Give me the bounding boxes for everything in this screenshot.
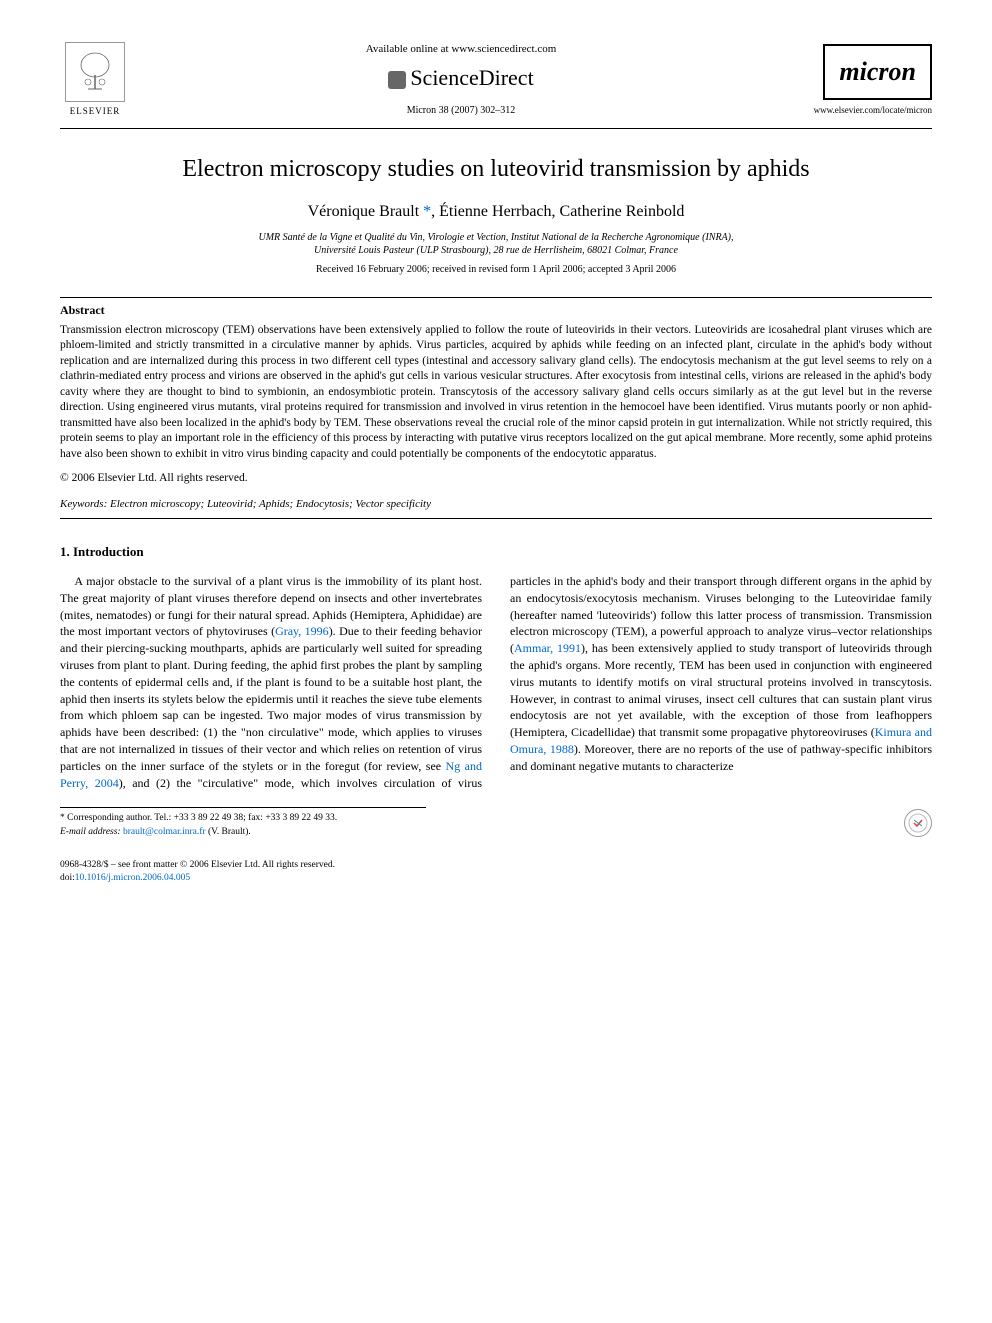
rule-abstract-bottom: [60, 518, 932, 519]
sciencedirect-text: ScienceDirect: [410, 65, 533, 90]
abstract-copyright: © 2006 Elsevier Ltd. All rights reserved…: [60, 470, 932, 486]
article-title: Electron microscopy studies on luteoviri…: [60, 153, 932, 187]
corresp-email[interactable]: brault@colmar.inra.fr: [123, 827, 206, 837]
corresponding-author: * Corresponding author. Tel.: +33 3 89 2…: [60, 807, 426, 839]
corresp-line: * Corresponding author. Tel.: +33 3 89 2…: [60, 813, 337, 823]
elsevier-text: ELSEVIER: [70, 105, 121, 118]
doi-link[interactable]: 10.1016/j.micron.2006.04.005: [75, 873, 190, 883]
email-label: E-mail address:: [60, 827, 121, 837]
sciencedirect-icon: [388, 71, 406, 89]
doi-label: doi:: [60, 873, 75, 883]
footer-left: 0968-4328/$ – see front matter © 2006 El…: [60, 859, 335, 886]
affiliation-line1: UMR Santé de la Vigne et Qualité du Vin,…: [259, 232, 734, 243]
affiliation-line2: Université Louis Pasteur (ULP Strasbourg…: [314, 245, 678, 256]
elsevier-logo: ELSEVIER: [60, 40, 130, 120]
keywords-text: Electron microscopy; Luteovirid; Aphids;…: [110, 498, 431, 510]
elsevier-tree-icon: [65, 42, 125, 102]
rule-top-thin: [60, 128, 932, 129]
journal-logo-block: micron www.elsevier.com/locate/micron: [792, 44, 932, 117]
authors-text: Véronique Brault *, Étienne Herrbach, Ca…: [308, 203, 685, 220]
intro-text-2: ). Due to their feeding behavior and the…: [60, 624, 482, 772]
intro-body: A major obstacle to the survival of a pl…: [60, 573, 932, 791]
abstract-text: Transmission electron microscopy (TEM) o…: [60, 323, 932, 463]
citation-line: Micron 38 (2007) 302–312: [130, 104, 792, 118]
crossmark-icon[interactable]: [904, 809, 932, 837]
authors-line: Véronique Brault *, Étienne Herrbach, Ca…: [60, 201, 932, 223]
footer-row: 0968-4328/$ – see front matter © 2006 El…: [60, 859, 932, 887]
affiliation: UMR Santé de la Vigne et Qualité du Vin,…: [60, 231, 932, 257]
intro-paragraph: A major obstacle to the survival of a pl…: [60, 573, 932, 791]
center-header: Available online at www.sciencedirect.co…: [130, 42, 792, 118]
rule-abstract-top: [60, 297, 932, 298]
available-online-text: Available online at www.sciencedirect.co…: [130, 42, 792, 57]
corresp-suffix: (V. Brault).: [208, 827, 251, 837]
ref-gray-1996[interactable]: Gray, 1996: [275, 624, 329, 638]
article-dates: Received 16 February 2006; received in r…: [60, 263, 932, 277]
keywords-line: Keywords: Electron microscopy; Luteoviri…: [60, 497, 932, 512]
keywords-label: Keywords:: [60, 498, 107, 510]
issn-line: 0968-4328/$ – see front matter © 2006 El…: [60, 860, 335, 870]
sciencedirect-logo: ScienceDirect: [130, 63, 792, 94]
journal-name: micron: [823, 44, 932, 100]
ref-ammar-1991[interactable]: Ammar, 1991: [514, 641, 581, 655]
intro-text-5: ). Moreover, there are no reports of the…: [510, 742, 932, 773]
abstract-heading: Abstract: [60, 302, 932, 319]
intro-heading: 1. Introduction: [60, 543, 932, 561]
corresp-star-icon: *: [419, 203, 431, 220]
intro-text-4: ), has been extensively applied to study…: [510, 641, 932, 739]
journal-url: www.elsevier.com/locate/micron: [792, 104, 932, 117]
header-row: ELSEVIER Available online at www.science…: [60, 40, 932, 120]
